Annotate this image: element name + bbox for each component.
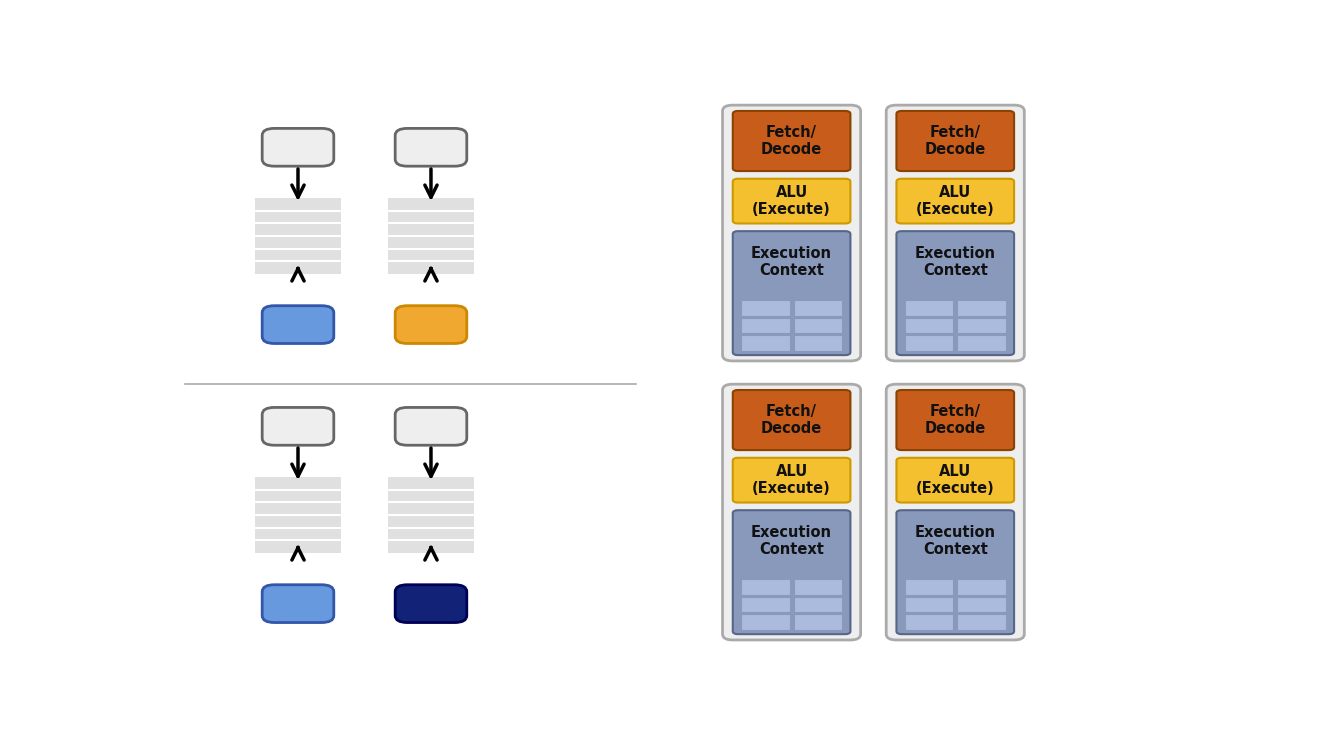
Text: Execution
Context: Execution Context <box>915 525 995 557</box>
FancyBboxPatch shape <box>395 584 467 623</box>
FancyBboxPatch shape <box>395 128 467 166</box>
FancyBboxPatch shape <box>395 306 467 344</box>
FancyBboxPatch shape <box>733 179 850 223</box>
Text: ALU
(Execute): ALU (Execute) <box>916 464 995 496</box>
Bar <box>793 335 842 351</box>
FancyBboxPatch shape <box>896 231 1014 355</box>
Bar <box>957 335 1006 351</box>
Text: Fetch/
Decode: Fetch/ Decode <box>924 125 986 157</box>
FancyBboxPatch shape <box>896 458 1014 503</box>
FancyBboxPatch shape <box>733 231 850 355</box>
FancyBboxPatch shape <box>733 390 850 450</box>
Bar <box>741 597 789 612</box>
Bar <box>741 300 789 316</box>
Bar <box>741 580 789 595</box>
FancyBboxPatch shape <box>263 584 334 623</box>
Bar <box>388 198 474 274</box>
FancyBboxPatch shape <box>395 408 467 445</box>
Bar <box>793 615 842 630</box>
Text: Fetch/
Decode: Fetch/ Decode <box>760 125 822 157</box>
Bar <box>904 335 953 351</box>
Text: ALU
(Execute): ALU (Execute) <box>752 464 832 496</box>
Bar <box>904 615 953 630</box>
Bar <box>904 318 953 334</box>
Bar <box>255 198 342 274</box>
Bar <box>904 300 953 316</box>
Bar <box>793 300 842 316</box>
Bar <box>388 477 474 553</box>
FancyBboxPatch shape <box>733 111 850 171</box>
Bar <box>957 615 1006 630</box>
FancyBboxPatch shape <box>733 458 850 503</box>
Bar <box>957 597 1006 612</box>
FancyBboxPatch shape <box>896 390 1014 450</box>
Bar <box>793 318 842 334</box>
FancyBboxPatch shape <box>886 105 1024 361</box>
FancyBboxPatch shape <box>886 384 1024 640</box>
FancyBboxPatch shape <box>722 384 861 640</box>
FancyBboxPatch shape <box>896 179 1014 223</box>
Bar <box>957 580 1006 595</box>
FancyBboxPatch shape <box>896 510 1014 634</box>
FancyBboxPatch shape <box>722 105 861 361</box>
Bar <box>793 597 842 612</box>
Text: ALU
(Execute): ALU (Execute) <box>752 185 832 217</box>
Text: Fetch/
Decode: Fetch/ Decode <box>760 404 822 436</box>
Text: ALU
(Execute): ALU (Execute) <box>916 185 995 217</box>
Bar <box>957 300 1006 316</box>
FancyBboxPatch shape <box>263 408 334 445</box>
FancyBboxPatch shape <box>896 111 1014 171</box>
Bar <box>741 335 789 351</box>
Bar <box>957 318 1006 334</box>
Bar <box>741 318 789 334</box>
FancyBboxPatch shape <box>263 306 334 344</box>
Bar <box>255 477 342 553</box>
Bar <box>904 597 953 612</box>
Text: Fetch/
Decode: Fetch/ Decode <box>924 404 986 436</box>
Bar <box>793 580 842 595</box>
Text: Execution
Context: Execution Context <box>915 246 995 279</box>
Text: Execution
Context: Execution Context <box>751 525 832 557</box>
Bar <box>741 615 789 630</box>
Text: Execution
Context: Execution Context <box>751 246 832 279</box>
FancyBboxPatch shape <box>733 510 850 634</box>
Bar <box>904 580 953 595</box>
FancyBboxPatch shape <box>263 128 334 166</box>
